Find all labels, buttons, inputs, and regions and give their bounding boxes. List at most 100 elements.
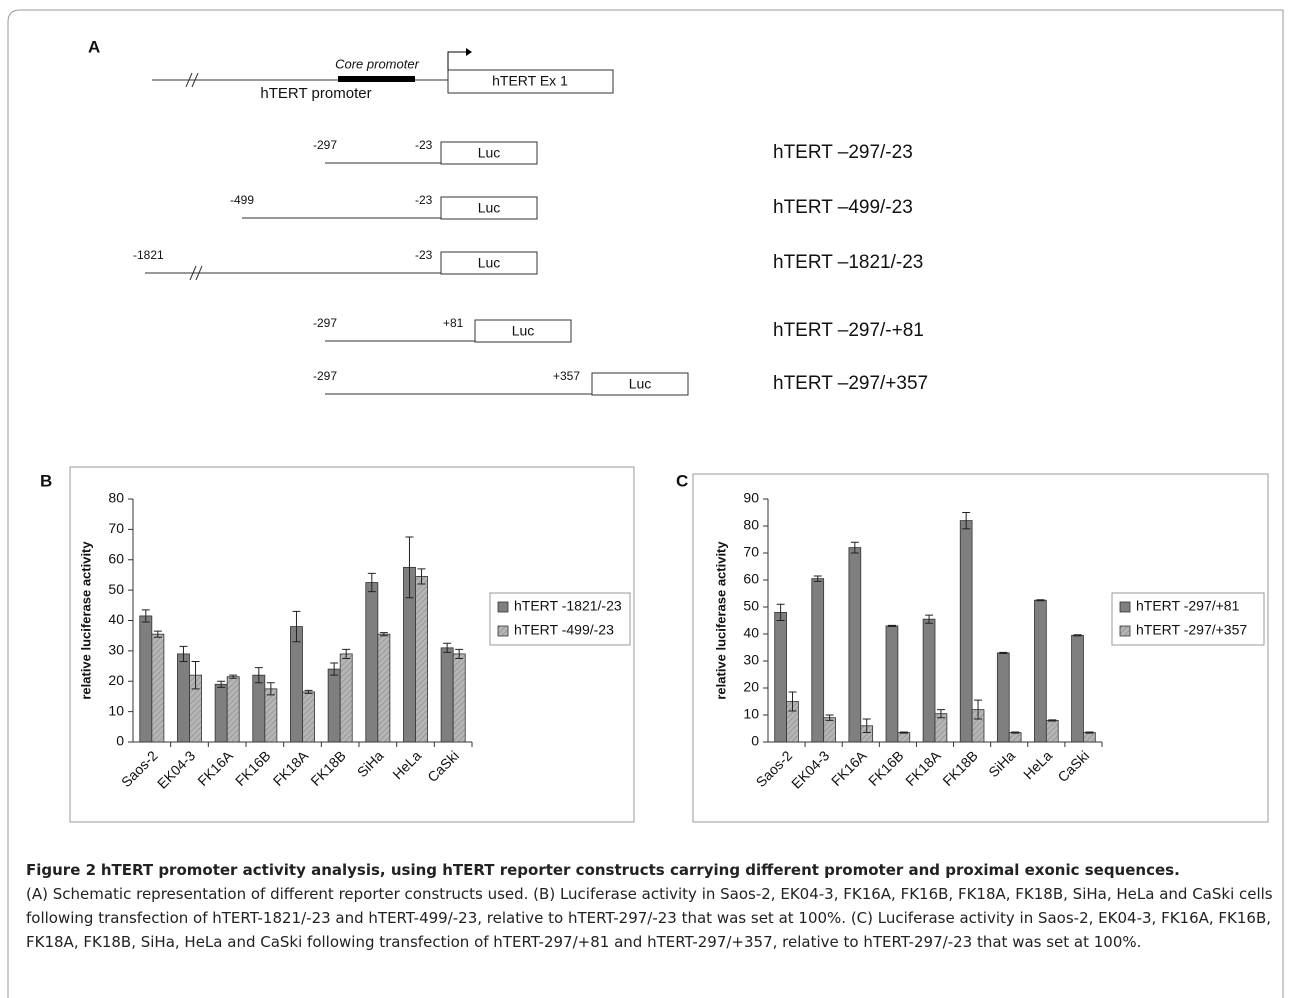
- luc-box: [440, 196, 538, 220]
- bar: [177, 653, 190, 743]
- caption-title: hTERT promoter activity analysis, using …: [100, 861, 1180, 879]
- error-bar: [1036, 599, 1045, 602]
- exon-box: [447, 69, 614, 94]
- x-tick-label: EK04-3: [788, 747, 832, 791]
- y-tick-label: 80: [108, 490, 124, 506]
- legend-swatch: [497, 625, 509, 637]
- caption-text: (A) Schematic representation of differen…: [26, 885, 1273, 951]
- y-tick-label: 20: [743, 679, 759, 695]
- start-label: -297: [313, 138, 337, 152]
- bar: [1008, 732, 1022, 743]
- bar: [252, 674, 266, 743]
- arrow-head: [466, 48, 472, 56]
- bar: [959, 520, 973, 743]
- error-bar: [825, 714, 834, 721]
- x-tick-label: SiHa: [985, 747, 1018, 780]
- panel-label: C: [676, 471, 688, 490]
- start-label: -297: [313, 369, 337, 383]
- x-tick-label: FK18A: [902, 747, 944, 789]
- y-tick-label: 40: [743, 625, 759, 641]
- y-tick-label: 70: [108, 520, 124, 536]
- chart-frame: [692, 473, 1269, 823]
- end-label: -23: [415, 193, 433, 207]
- y-tick-label: 10: [743, 706, 759, 722]
- error-bar: [179, 645, 188, 663]
- bar: [226, 676, 240, 743]
- end-label: -23: [415, 138, 433, 152]
- error-bar: [1073, 634, 1082, 637]
- bar: [848, 547, 862, 743]
- error-bar: [367, 572, 376, 593]
- error-bar: [862, 718, 871, 734]
- y-tick-label: 50: [743, 598, 759, 614]
- break: [185, 72, 199, 88]
- error-bar: [813, 575, 822, 582]
- y-tick-label: 30: [743, 652, 759, 668]
- x-tick-label: EK04-3: [154, 747, 198, 791]
- luc-box: [440, 251, 538, 275]
- exon-label: hTERT Ex 1: [492, 73, 568, 89]
- error-bar: [217, 680, 226, 688]
- y-tick-label: 90: [743, 490, 759, 506]
- construct-name: hTERT –297/+357: [773, 373, 928, 394]
- y-tick-label: 30: [108, 642, 124, 658]
- error-bar: [330, 662, 339, 676]
- error-bar: [1011, 731, 1020, 734]
- legend-swatch: [1119, 625, 1131, 637]
- bar: [823, 717, 836, 743]
- construct-name: hTERT –1821/-23: [773, 252, 923, 273]
- bar: [151, 633, 165, 743]
- construct-name: hTERT –297/-23: [773, 142, 913, 163]
- y-axis-title: relative luciferase activity: [78, 541, 93, 700]
- bar: [290, 626, 303, 743]
- bar: [996, 652, 1010, 743]
- end-label: +357: [553, 369, 580, 383]
- error-bar: [999, 651, 1008, 654]
- error-bar: [417, 568, 426, 585]
- x-tick-label: FK16B: [865, 747, 907, 789]
- error-bar: [962, 512, 971, 530]
- legend-label: hTERT -297/+357: [1136, 622, 1247, 638]
- bar: [139, 615, 153, 743]
- bar: [774, 612, 787, 743]
- y-tick-label: 0: [116, 733, 124, 749]
- x-tick-label: CaSki: [424, 747, 462, 785]
- luc-label: Luc: [478, 255, 501, 271]
- start-label: -297: [313, 316, 337, 330]
- y-axis-title: relative luciferase activity: [713, 541, 728, 700]
- x-tick-label: Saos-2: [118, 747, 161, 790]
- error-bar: [191, 661, 200, 690]
- construct-name: hTERT –499/-23: [773, 197, 913, 218]
- promoter-label: hTERT promoter: [260, 85, 371, 102]
- error-bar: [776, 603, 785, 621]
- x-tick-label: HeLa: [389, 747, 424, 782]
- error-bar: [887, 624, 896, 627]
- bar: [1071, 634, 1084, 743]
- error-bar: [153, 630, 162, 638]
- x-tick-label: SiHa: [354, 747, 387, 780]
- error-bar: [455, 648, 464, 659]
- error-bar: [850, 541, 859, 554]
- x-tick-label: Saos-2: [753, 747, 796, 790]
- bar: [264, 688, 278, 743]
- luc-label: Luc: [629, 376, 652, 392]
- error-bar: [405, 536, 414, 599]
- bar: [885, 625, 899, 743]
- error-bar: [936, 709, 945, 719]
- legend-swatch: [1119, 601, 1131, 613]
- bar: [452, 653, 466, 743]
- error-bar: [379, 632, 388, 637]
- legend-label: hTERT -297/+81: [1136, 598, 1240, 614]
- error-bar: [342, 648, 351, 659]
- bar: [1045, 720, 1059, 743]
- bar: [365, 582, 379, 743]
- y-tick-label: 20: [108, 672, 124, 688]
- error-bar: [266, 682, 275, 696]
- legend-label: hTERT -499/-23: [514, 622, 614, 638]
- error-bar: [788, 691, 797, 712]
- luc-label: Luc: [478, 200, 501, 216]
- start-label: -499: [230, 193, 254, 207]
- x-tick-label: FK18A: [270, 747, 312, 789]
- bar: [922, 618, 936, 743]
